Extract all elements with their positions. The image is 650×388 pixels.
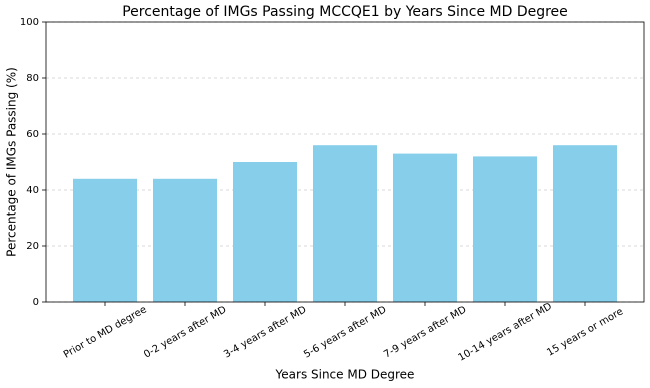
bar	[73, 178, 137, 302]
bar	[393, 153, 457, 302]
bar	[233, 162, 297, 302]
y-tick-label: 0	[33, 297, 39, 308]
y-tick-label: 100	[20, 17, 39, 28]
x-tick-label: 5-6 years after MD	[302, 304, 389, 360]
x-tick-label: 10-14 years after MD	[457, 301, 555, 364]
x-axis-label: Years Since MD Degree	[275, 368, 415, 382]
y-tick-label: 60	[26, 129, 39, 140]
bar	[153, 178, 217, 302]
y-tick-label: 80	[26, 73, 39, 84]
y-tick-label: 40	[26, 185, 39, 196]
x-tick-label: Prior to MD degree	[62, 304, 149, 360]
x-tick-label: 0-2 years after MD	[142, 304, 229, 360]
chart-title: Percentage of IMGs Passing MCCQE1 by Yea…	[122, 4, 568, 20]
x-tick-label: 3-4 years after MD	[222, 304, 309, 360]
plot-frame	[45, 21, 645, 303]
y-tick-label: 20	[26, 241, 39, 252]
x-tick-label: 15 years or more	[545, 306, 625, 358]
bar	[473, 156, 537, 302]
bar	[313, 145, 377, 302]
y-axis-label: Percentage of IMGs Passing (%)	[5, 67, 19, 257]
bar	[553, 145, 617, 302]
x-tick-label: 7-9 years after MD	[382, 304, 469, 360]
